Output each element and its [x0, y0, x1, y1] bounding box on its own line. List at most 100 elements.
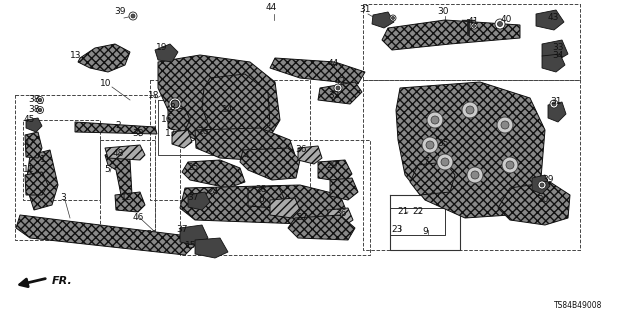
Text: 16: 16	[161, 116, 173, 124]
Polygon shape	[270, 58, 365, 84]
Circle shape	[431, 116, 439, 124]
Text: 20: 20	[538, 196, 548, 204]
Polygon shape	[188, 192, 210, 210]
Polygon shape	[542, 40, 568, 60]
Text: 36: 36	[335, 209, 347, 218]
Polygon shape	[542, 54, 565, 72]
Polygon shape	[298, 146, 322, 164]
Circle shape	[129, 12, 137, 20]
Text: 5: 5	[104, 165, 110, 174]
Circle shape	[471, 23, 477, 29]
Polygon shape	[536, 10, 564, 30]
Polygon shape	[396, 82, 545, 218]
Text: 47: 47	[23, 140, 35, 148]
Text: 37: 37	[188, 193, 199, 202]
Text: 32: 32	[328, 92, 340, 100]
Polygon shape	[202, 74, 270, 142]
Circle shape	[471, 171, 479, 179]
Text: 15: 15	[185, 241, 196, 250]
Polygon shape	[330, 178, 358, 200]
Polygon shape	[105, 150, 132, 200]
Circle shape	[550, 100, 558, 108]
Circle shape	[169, 98, 181, 110]
Polygon shape	[26, 150, 58, 210]
Circle shape	[131, 14, 135, 18]
Text: 23: 23	[391, 225, 403, 234]
Circle shape	[336, 86, 340, 90]
Polygon shape	[180, 225, 208, 246]
Circle shape	[466, 106, 474, 114]
Circle shape	[497, 21, 502, 27]
Polygon shape	[248, 186, 285, 208]
Circle shape	[502, 157, 518, 173]
Circle shape	[538, 181, 546, 189]
Circle shape	[171, 100, 179, 108]
Text: 34: 34	[552, 52, 564, 60]
Text: TS84B49008: TS84B49008	[554, 301, 602, 310]
Polygon shape	[195, 128, 295, 162]
Circle shape	[392, 17, 394, 20]
Polygon shape	[26, 118, 42, 132]
Polygon shape	[105, 145, 145, 160]
Circle shape	[467, 167, 483, 183]
Circle shape	[38, 98, 42, 102]
Circle shape	[36, 97, 44, 103]
Text: 4: 4	[243, 150, 249, 159]
Text: 7: 7	[423, 157, 429, 166]
Text: 8: 8	[169, 103, 175, 113]
Text: 28: 28	[255, 186, 267, 195]
Polygon shape	[75, 122, 157, 134]
Text: 24: 24	[207, 188, 219, 196]
Polygon shape	[158, 55, 280, 155]
Text: 40: 40	[500, 15, 512, 25]
Text: 30: 30	[437, 7, 449, 17]
Text: 36: 36	[295, 146, 307, 155]
Polygon shape	[25, 172, 48, 195]
Circle shape	[441, 158, 449, 166]
Polygon shape	[180, 185, 348, 225]
Circle shape	[426, 141, 434, 149]
Polygon shape	[240, 148, 300, 180]
Circle shape	[334, 84, 342, 92]
Circle shape	[390, 15, 396, 21]
Text: 17: 17	[165, 130, 177, 139]
Text: 35: 35	[437, 139, 449, 148]
Circle shape	[497, 117, 513, 133]
Text: 46: 46	[132, 212, 144, 221]
Text: 38: 38	[132, 130, 144, 139]
Text: 1: 1	[40, 156, 46, 164]
Polygon shape	[548, 102, 566, 122]
Text: 2: 2	[115, 121, 121, 130]
Polygon shape	[382, 20, 520, 50]
Text: 26: 26	[197, 126, 209, 135]
Text: 22: 22	[412, 206, 424, 215]
Polygon shape	[318, 82, 362, 104]
Polygon shape	[25, 132, 42, 158]
Text: 3: 3	[60, 194, 66, 203]
Circle shape	[501, 121, 509, 129]
Polygon shape	[372, 12, 394, 28]
Text: 33: 33	[552, 43, 564, 52]
Circle shape	[427, 112, 443, 128]
Text: 48: 48	[112, 148, 124, 157]
Text: 44: 44	[328, 60, 339, 68]
Text: 11: 11	[23, 164, 35, 173]
Circle shape	[495, 19, 505, 29]
Text: 12: 12	[122, 194, 132, 203]
Text: 41: 41	[467, 18, 479, 27]
Text: 37: 37	[176, 226, 188, 235]
Text: 19: 19	[156, 44, 168, 52]
Text: 39: 39	[115, 7, 125, 17]
Text: 9: 9	[422, 228, 428, 236]
Polygon shape	[498, 182, 570, 225]
Circle shape	[422, 137, 438, 153]
Text: 21: 21	[397, 206, 409, 215]
Text: FR.: FR.	[52, 276, 73, 286]
Text: 38: 38	[28, 105, 40, 114]
Circle shape	[552, 102, 556, 106]
Polygon shape	[410, 162, 455, 195]
Circle shape	[36, 107, 44, 114]
Circle shape	[506, 161, 514, 169]
Text: 6: 6	[258, 196, 264, 204]
Text: 44: 44	[266, 4, 276, 12]
